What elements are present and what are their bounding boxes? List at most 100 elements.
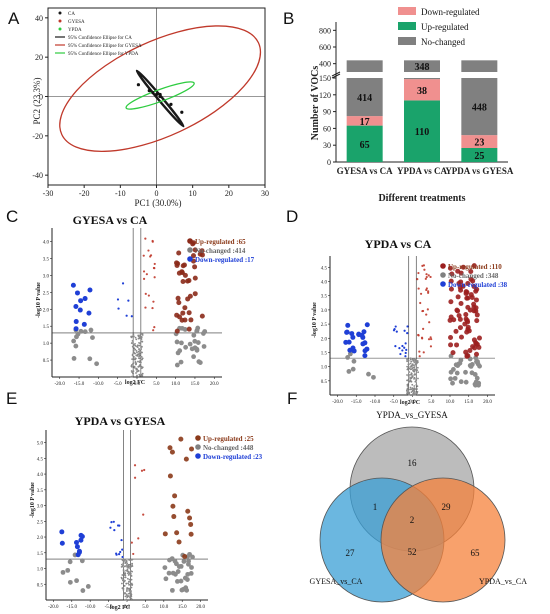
y-tick-label: 1.5 <box>37 552 44 557</box>
volcano-point-no-changed <box>127 582 130 585</box>
legend-label: Down-regulated :23 <box>203 453 263 461</box>
volcano-point-up <box>421 309 425 313</box>
volcano-point-down <box>78 532 84 538</box>
volcano-point-down <box>399 352 402 356</box>
panel-label-e: E <box>6 389 17 408</box>
volcano-point-no-changed <box>410 373 413 375</box>
volcano-point-no-changed <box>411 387 414 390</box>
volcano-point-no-changed <box>132 370 135 373</box>
volcano-point-up <box>179 270 185 276</box>
x-tick-label: 10.0 <box>446 400 455 405</box>
volcano-point-no-changed <box>406 374 408 376</box>
legend-label: 95% Confidence Ellipse for YPDA <box>68 52 139 57</box>
bar-label-no-changed: 414 <box>357 93 372 104</box>
volcano-point-no-changed <box>192 345 198 351</box>
volcano-point-no-changed <box>127 566 130 569</box>
volcano-point-up <box>142 270 146 273</box>
volcano-point-up <box>176 300 182 306</box>
volcano-e-plot: -20.0 -15.0 -10.0 -5.0 0.0 5.0 10.0 15.0 20.0 0.5… <box>37 430 263 610</box>
volcano-point-no-changed <box>411 390 414 393</box>
legend-marker <box>440 263 446 269</box>
y-tick-label: 3.0 <box>321 309 328 314</box>
pca-point <box>151 90 155 95</box>
volcano-point-no-changed <box>162 565 168 570</box>
volcano-d-x-label: log2 FC <box>400 400 420 406</box>
venn-count-only-right: 65 <box>471 548 481 558</box>
volcano-point-up <box>176 250 182 256</box>
bar-down-regulated <box>461 135 498 148</box>
volcano-point-no-changed <box>135 354 138 357</box>
volcano-point-no-changed <box>138 348 140 351</box>
volcano-point-no-changed <box>202 329 208 334</box>
volcano-point-no-changed <box>126 594 128 597</box>
volcano-point-no-changed <box>177 348 183 354</box>
volcano-point-up <box>152 300 155 303</box>
volcano-point-up <box>177 314 183 320</box>
volcano-point-no-changed <box>196 359 202 365</box>
volcano-point-no-changed <box>413 364 416 367</box>
volcano-point-no-changed <box>130 575 133 577</box>
volcano-point-no-changed <box>123 584 126 587</box>
volcano-point-no-changed <box>131 563 133 565</box>
axis-break-mark <box>331 73 341 79</box>
volcano-point-down <box>404 355 407 358</box>
x-tick-label: -10 <box>115 189 126 198</box>
volcano-point-up <box>421 337 424 340</box>
volcano-point-no-changed <box>141 340 144 343</box>
volcano-point-down <box>403 346 406 349</box>
x-tick-label: 20.0 <box>483 400 492 405</box>
volcano-point-up <box>169 449 175 455</box>
volcano-point-up <box>418 350 421 353</box>
volcano-point-no-changed <box>351 358 357 364</box>
volcano-point-no-changed <box>125 560 128 563</box>
volcano-point-up <box>152 266 156 270</box>
volcano-point-no-changed <box>135 349 138 352</box>
volcano-point-no-changed <box>406 365 409 368</box>
volcano-point-no-changed <box>463 379 469 385</box>
volcano-point-no-changed <box>191 354 196 360</box>
legend-marker <box>440 272 446 278</box>
bar-label-no-changed: 448 <box>472 103 487 114</box>
volcano-point-no-changed <box>415 369 418 372</box>
venn-count-only-top: 16 <box>408 458 418 468</box>
volcano-point-no-changed <box>131 340 134 342</box>
legend-swatch <box>398 37 416 45</box>
y-tick-label: 0 <box>39 93 43 102</box>
volcano-point-up <box>417 271 420 275</box>
volcano-point-down <box>392 329 396 332</box>
x-tick-label: 20.0 <box>196 605 205 610</box>
volcano-point-no-changed <box>126 596 129 599</box>
volcano-point-up <box>473 288 479 294</box>
legend-label: 95% Confidence Ellipse for CA <box>68 36 132 41</box>
volcano-point-up <box>416 278 419 281</box>
legend-label: No-changed :414 <box>195 247 246 255</box>
volcano-point-no-changed <box>140 348 143 350</box>
volcano-point-no-changed <box>174 362 180 368</box>
volcano-point-no-changed <box>406 358 408 361</box>
x-tick-label: -20.0 <box>48 605 59 610</box>
x-tick-label: -10.0 <box>85 605 96 610</box>
volcano-point-down <box>121 555 124 559</box>
volcano-point-up <box>188 317 194 323</box>
volcano-point-up <box>142 513 145 516</box>
volcano-point-down <box>73 319 79 325</box>
volcano-point-up <box>180 310 186 316</box>
x-tick-label: 5.0 <box>153 382 160 387</box>
volcano-point-up <box>427 338 431 341</box>
panel-label-a: A <box>8 9 20 28</box>
bar-no-changed-upper <box>346 60 383 72</box>
volcano-point-no-changed <box>125 582 128 585</box>
y-tick-label: 2.5 <box>321 323 328 328</box>
volcano-point-up <box>132 552 135 556</box>
volcano-point-down <box>70 282 76 288</box>
volcano-point-no-changed <box>468 364 474 369</box>
volcano-point-down <box>77 307 83 313</box>
volcano-point-up <box>430 337 433 341</box>
panel-label-d: D <box>286 207 298 226</box>
volcano-point-no-changed <box>407 375 410 377</box>
volcano-point-up <box>429 345 433 348</box>
legend-marker <box>58 19 62 23</box>
volcano-point-no-changed <box>410 388 413 391</box>
volcano-point-up <box>180 263 186 269</box>
volcano-point-no-changed <box>411 367 414 370</box>
